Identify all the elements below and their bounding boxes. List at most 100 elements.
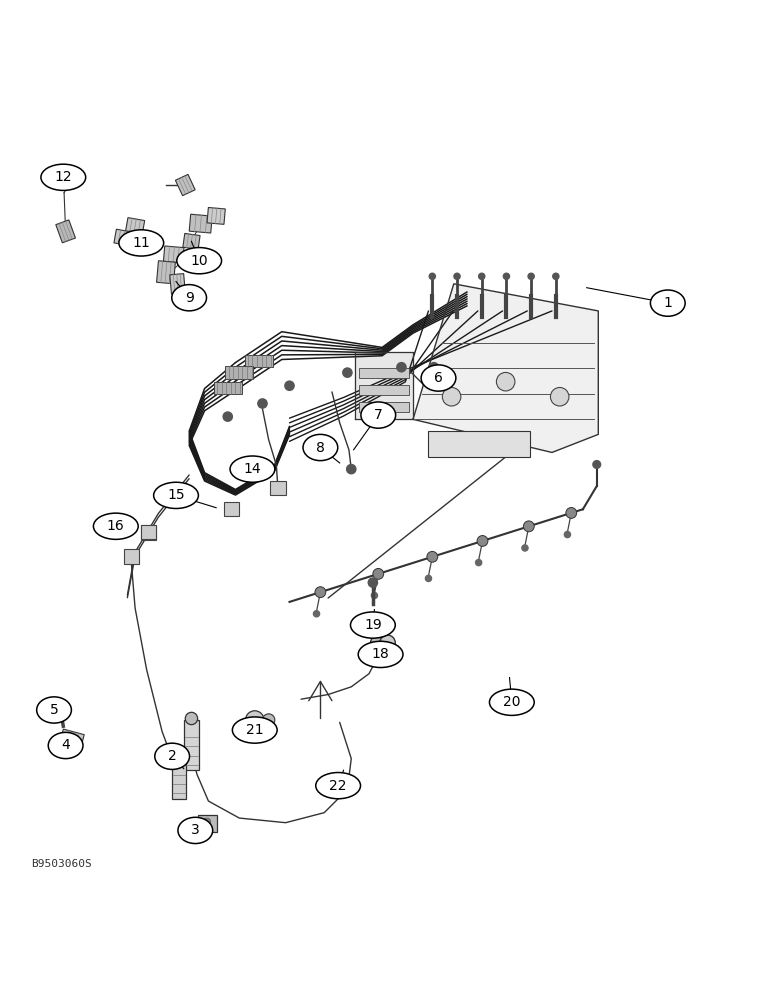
Text: 15: 15 (168, 488, 185, 502)
Circle shape (343, 368, 352, 377)
Circle shape (553, 273, 559, 279)
Circle shape (429, 273, 435, 279)
Bar (224, 502, 239, 516)
Ellipse shape (489, 689, 534, 715)
Polygon shape (355, 352, 413, 419)
Ellipse shape (177, 248, 222, 274)
Polygon shape (164, 246, 184, 263)
Ellipse shape (361, 402, 395, 428)
Text: 6: 6 (434, 371, 443, 385)
Circle shape (397, 363, 406, 372)
Text: 7: 7 (374, 408, 383, 422)
Circle shape (203, 818, 211, 826)
Circle shape (479, 273, 485, 279)
Polygon shape (183, 233, 200, 249)
Circle shape (593, 461, 601, 468)
Bar (141, 525, 156, 539)
Circle shape (564, 531, 571, 538)
Ellipse shape (154, 743, 190, 769)
Bar (184, 720, 199, 770)
Text: 5: 5 (49, 703, 59, 717)
Ellipse shape (171, 285, 206, 311)
Circle shape (223, 412, 232, 421)
Ellipse shape (93, 513, 138, 539)
Text: 16: 16 (107, 519, 124, 533)
Bar (428, 431, 530, 457)
Circle shape (429, 363, 438, 372)
Circle shape (427, 551, 438, 562)
Text: 19: 19 (364, 618, 381, 632)
Circle shape (476, 559, 482, 566)
Polygon shape (157, 261, 175, 284)
Ellipse shape (421, 365, 455, 391)
Circle shape (185, 712, 198, 725)
Circle shape (425, 575, 432, 582)
Ellipse shape (41, 164, 86, 190)
Bar (124, 549, 139, 564)
Text: 9: 9 (185, 291, 194, 305)
Circle shape (477, 536, 488, 546)
Circle shape (347, 464, 356, 474)
Bar (225, 366, 253, 379)
Text: 8: 8 (316, 441, 325, 455)
Ellipse shape (650, 290, 685, 316)
Text: 22: 22 (330, 779, 347, 793)
Text: 3: 3 (191, 823, 200, 837)
Polygon shape (413, 284, 598, 452)
Text: 18: 18 (372, 647, 389, 661)
Circle shape (245, 711, 264, 729)
Ellipse shape (48, 732, 83, 759)
Ellipse shape (350, 612, 395, 638)
Circle shape (173, 749, 185, 761)
Ellipse shape (37, 697, 71, 723)
Polygon shape (170, 274, 185, 294)
Bar (141, 525, 156, 540)
Circle shape (550, 387, 569, 406)
Bar (359, 385, 409, 395)
Circle shape (273, 484, 283, 493)
Ellipse shape (230, 456, 275, 482)
Text: 21: 21 (246, 723, 263, 737)
Text: 11: 11 (133, 236, 150, 250)
Circle shape (373, 568, 384, 579)
Text: 14: 14 (244, 462, 261, 476)
Circle shape (503, 273, 510, 279)
Circle shape (262, 714, 275, 726)
Polygon shape (175, 174, 195, 196)
Text: 10: 10 (191, 254, 208, 268)
Polygon shape (126, 218, 144, 234)
Circle shape (454, 273, 460, 279)
Circle shape (528, 273, 534, 279)
Bar (214, 382, 242, 394)
Text: 4: 4 (61, 738, 70, 752)
Text: 20: 20 (503, 695, 520, 709)
Text: 2: 2 (168, 749, 177, 763)
Circle shape (313, 611, 320, 617)
Bar (172, 756, 186, 799)
Circle shape (522, 545, 528, 551)
Bar (245, 355, 273, 367)
Text: B9503060S: B9503060S (31, 859, 92, 869)
Bar (270, 481, 286, 495)
Circle shape (315, 587, 326, 598)
Circle shape (368, 578, 378, 587)
Bar (359, 368, 409, 378)
Ellipse shape (232, 717, 277, 743)
Ellipse shape (154, 482, 198, 508)
Polygon shape (59, 729, 84, 750)
Circle shape (380, 635, 395, 651)
Circle shape (442, 387, 461, 406)
Circle shape (371, 635, 386, 651)
Circle shape (523, 521, 534, 532)
Polygon shape (189, 214, 212, 233)
Bar (198, 815, 217, 832)
Polygon shape (207, 207, 225, 224)
Ellipse shape (358, 641, 403, 668)
Circle shape (496, 372, 515, 391)
Ellipse shape (316, 773, 361, 799)
Bar (359, 402, 409, 412)
Circle shape (566, 508, 577, 518)
Ellipse shape (303, 434, 337, 461)
Circle shape (285, 381, 294, 390)
Text: 1: 1 (663, 296, 672, 310)
